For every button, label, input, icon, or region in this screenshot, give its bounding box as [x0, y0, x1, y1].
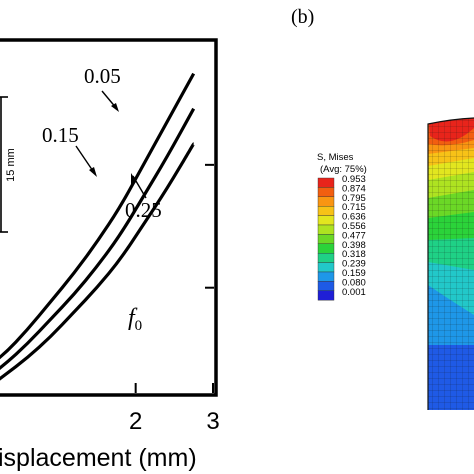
legend-value: 0.953: [342, 174, 366, 185]
curves: [0, 72, 196, 381]
series-label-0.25: 0.25: [125, 198, 162, 222]
legend-swatch: [317, 187, 335, 197]
legend-value: 0.159: [342, 268, 366, 279]
series-label-0.15: 0.15: [42, 123, 79, 147]
x-axis-label: isplacement (mm): [0, 444, 197, 472]
legend-swatch: [317, 215, 335, 226]
series-line-0.05: [0, 72, 196, 360]
dimension-label: 15 mm: [5, 148, 17, 182]
legend-swatch: [317, 224, 335, 235]
legend-swatch: [317, 196, 335, 207]
legend-value: 0.795: [342, 193, 366, 204]
legend-value: 0.398: [342, 240, 366, 251]
legend-value: 0.715: [342, 202, 366, 213]
legend-value: 0.874: [342, 183, 366, 194]
legend-swatch: [317, 262, 335, 273]
y-ticks: [205, 163, 214, 289]
legend-swatch: [317, 281, 335, 291]
legend-value: 0.636: [342, 212, 366, 223]
stress-contour-model: [428, 118, 474, 410]
plot-frame: [0, 38, 218, 397]
contour-legend: S, Mises (Avg: 75%) 0.9530.8740.7950.715…: [317, 152, 367, 301]
legend-swatch: [317, 205, 335, 216]
series-line-0.15: [0, 107, 196, 370]
legend-swatch: [317, 177, 335, 188]
legend-swatch: [317, 252, 335, 263]
series-line-0.25: [0, 142, 196, 381]
legend-value: 0.556: [342, 221, 366, 232]
legend-value: 0.239: [342, 259, 366, 270]
legend-value: 0.318: [342, 249, 366, 260]
legend-value: 0.477: [342, 230, 366, 241]
panel-b-label: (b): [291, 6, 314, 28]
legend-items: 0.9530.8740.7950.7150.6360.5560.4770.398…: [317, 174, 366, 301]
legend-swatch: [317, 290, 335, 301]
legend-value: 0.080: [342, 277, 366, 288]
x-tick-label: 3: [206, 408, 219, 435]
f0-label: f0: [128, 305, 142, 334]
dimension-marker: 15 mm: [0, 96, 17, 233]
legend-title-1: S, Mises: [317, 152, 354, 163]
legend-swatch: [317, 234, 335, 244]
legend-swatch: [317, 271, 335, 282]
legend-title-2: (Avg: 75%): [320, 164, 367, 175]
model-outline: [427, 117, 474, 410]
curve-labels: 0.05 0.15 0.25: [42, 64, 162, 222]
legend-value: 0.001: [342, 287, 366, 298]
series-label-0.05: 0.05: [84, 64, 121, 88]
x-tick-label: 2: [129, 408, 142, 435]
legend-swatch: [317, 243, 335, 254]
